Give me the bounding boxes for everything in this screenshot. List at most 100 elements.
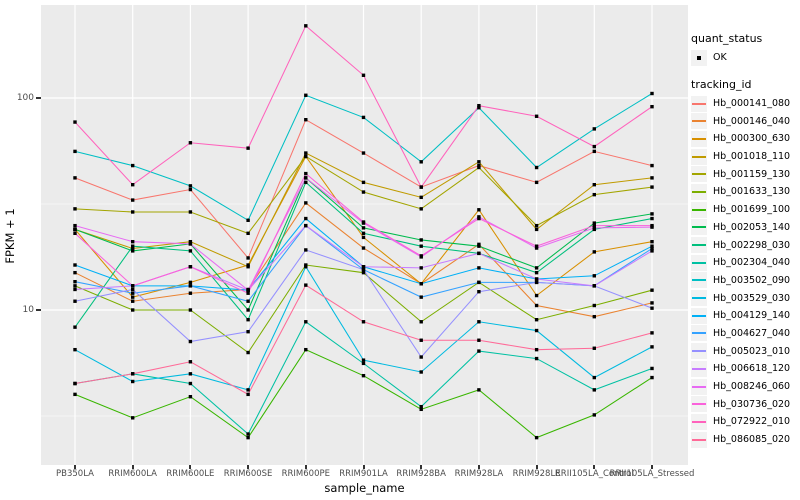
x-tick-label: RRIM901LA [339,469,388,479]
data-point-marker [131,284,135,288]
data-point-marker [592,127,596,131]
data-point-marker [131,372,135,376]
data-point-marker [246,291,250,295]
data-point-marker [246,146,250,150]
data-point-marker [650,185,654,189]
data-point-marker [188,210,193,214]
data-point-marker [650,366,654,371]
legend-key-swatch [691,396,707,413]
data-point-marker [477,266,481,270]
data-point-marker [361,373,366,378]
data-point-marker [477,320,481,324]
data-point-marker [534,356,539,361]
data-point-marker [361,358,366,362]
x-tick-mark [362,465,365,469]
data-point-marker [246,256,250,260]
data-point-marker [592,388,596,392]
data-point-marker [592,314,596,319]
data-point-marker [188,187,193,192]
legend-key-swatch [691,272,707,289]
x-tick-mark [131,465,134,469]
data-point-marker [534,277,539,281]
data-point-marker [650,331,654,335]
data-point-marker [131,299,135,303]
data-point-marker [73,223,77,228]
data-point-marker [534,266,539,270]
legend-item-Hb_000141_080: Hb_000141_080 [691,95,799,113]
data-point-marker [534,227,539,232]
legend-line-icon [692,190,706,193]
data-point-marker [304,216,308,221]
legend-key-swatch [691,307,707,324]
legend-key-swatch [691,183,707,200]
data-point-marker [419,370,423,374]
data-point-marker [304,263,308,267]
data-point-marker [477,208,481,212]
data-point-marker [592,182,596,187]
legend-item-label: Hb_001633_130 [713,186,791,198]
y-tick-label: 10 [22,305,34,315]
data-point-marker [592,144,596,149]
data-point-marker [650,216,654,221]
data-point-marker [131,308,135,312]
legend-item-label: Hb_072922_010 [713,416,791,428]
y-tick-label: 100 [16,93,34,103]
data-point-marker [73,120,77,124]
legend-key-swatch [691,113,707,130]
data-point-marker [188,360,193,364]
data-point-marker [361,246,366,250]
legend-line-icon [692,297,706,300]
legend-item-label: Hb_006618_120 [713,363,791,375]
legend-item-label: Hb_086085_020 [713,434,791,446]
x-tick-label: RRIM600LA [108,469,157,479]
data-point-marker [188,265,193,269]
legend-key-swatch [691,378,707,395]
x-tick-mark [420,465,423,469]
legend-line-icon [692,226,706,229]
legend-key-swatch [691,413,707,430]
data-point-marker [131,210,135,214]
data-point-marker [361,151,366,155]
legend-line-icon [692,120,706,123]
data-point-marker [361,320,366,324]
data-point-marker [131,287,135,292]
data-point-marker [477,338,481,342]
data-point-marker [592,375,596,380]
legend-item-label: Hb_003529_030 [713,292,791,304]
data-point-marker [73,347,77,352]
data-point-marker [419,266,423,270]
data-point-marker [188,372,193,376]
legend-item-Hb_008246_060: Hb_008246_060 [691,378,799,396]
legend-key-swatch [691,254,707,271]
x-tick-label: RRIM928LE [512,469,561,479]
legend-line-icon [692,314,706,317]
data-point-marker [361,180,366,185]
data-point-marker [246,330,250,334]
data-point-marker [304,265,308,269]
data-point-marker [131,379,135,384]
data-point-marker [73,263,77,267]
data-point-marker [650,249,654,253]
x-tick-label: RRIM600SE [223,469,273,479]
data-point-marker [361,265,366,269]
data-point-marker [131,182,135,187]
legend-line-icon [692,208,706,211]
data-point-marker [477,160,481,164]
data-point-marker [592,284,596,288]
data-point-marker [592,223,596,228]
legend-key-swatch [691,130,707,147]
y-tick-mark [36,309,41,311]
data-point-marker [246,299,250,303]
data-point-marker [534,114,539,118]
legend-gap [691,67,799,78]
data-point-marker [246,435,250,440]
data-point-marker [188,242,193,246]
data-point-marker [592,149,596,154]
legend-key-swatch [691,148,707,165]
data-point-marker [131,163,135,168]
legend-line-icon [692,350,706,353]
legend-line-icon [692,403,706,406]
data-point-marker [592,250,596,254]
legend-key-swatch [691,237,707,254]
data-point-marker [534,244,539,248]
